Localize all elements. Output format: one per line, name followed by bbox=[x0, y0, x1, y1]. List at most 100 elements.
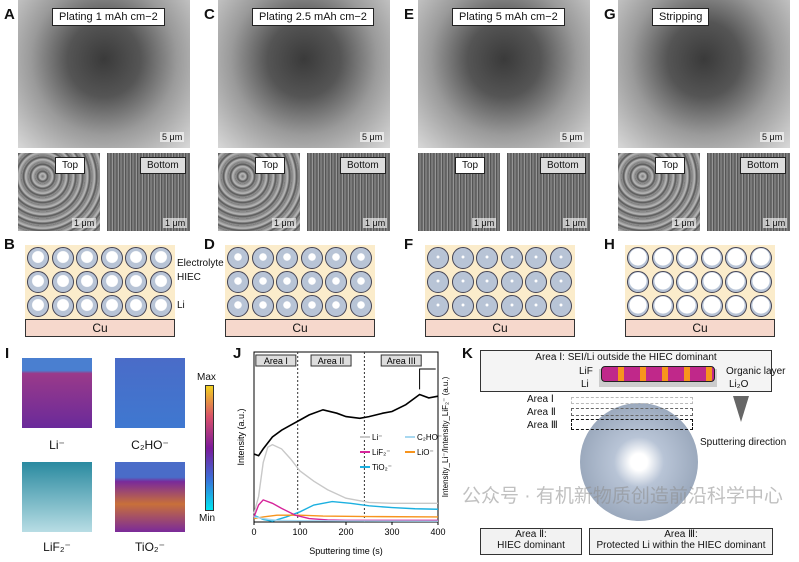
hiec-sphere bbox=[51, 271, 74, 293]
hiec-sphere bbox=[76, 295, 98, 317]
hiec-sphere bbox=[725, 271, 747, 293]
hiec-sphere bbox=[349, 247, 372, 269]
hiec-sphere bbox=[251, 247, 274, 269]
hiec-sphere bbox=[100, 247, 123, 269]
hiec-sphere bbox=[100, 271, 123, 293]
legend-label: C₂HO⁻ bbox=[417, 433, 442, 442]
right-axis-arrow-icon bbox=[419, 368, 436, 390]
legend-label: Li⁻ bbox=[372, 433, 382, 442]
schematic: Cu bbox=[425, 245, 575, 337]
series-line-Li⁻ bbox=[253, 443, 438, 514]
hiec-sphere bbox=[627, 295, 649, 317]
hiec-sphere bbox=[749, 271, 772, 293]
colorbar-min: Min bbox=[199, 513, 216, 524]
hiec-sphere bbox=[349, 295, 372, 317]
hiec-sphere bbox=[651, 271, 674, 293]
panel-label: D bbox=[204, 236, 215, 253]
area3-rect bbox=[571, 419, 693, 430]
hiec-sphere bbox=[476, 295, 498, 317]
area1-title: Area Ⅰ: SEI/Li outside the HIEC dominant bbox=[535, 352, 717, 363]
hiec-sphere bbox=[749, 295, 772, 317]
hiec-sphere bbox=[227, 247, 249, 269]
scale-bar: 1 μm bbox=[763, 218, 788, 228]
hiec-sphere bbox=[300, 295, 323, 317]
li2o-label: Li₂O bbox=[729, 379, 749, 390]
condition-label: Plating 5 mAh cm−2 bbox=[452, 8, 565, 26]
panel-label: F bbox=[404, 236, 414, 253]
hiec-sphere bbox=[476, 247, 498, 269]
bottom-label: Bottom bbox=[140, 157, 186, 174]
scale-bar: 1 μm bbox=[472, 218, 497, 228]
hiec-sphere bbox=[451, 295, 474, 317]
sputter-arrow-icon bbox=[733, 396, 749, 422]
hiec-sphere bbox=[651, 247, 674, 269]
chart-j: Area I Area II Area III 0 100 200 300 400 Sputte… bbox=[236, 351, 450, 556]
hiec-sphere bbox=[476, 271, 498, 293]
area3-label: Area Ⅲ bbox=[527, 420, 558, 431]
cube-c2ho bbox=[115, 358, 185, 428]
area-tag bbox=[380, 354, 422, 367]
hiec-sphere bbox=[427, 247, 449, 269]
panel-label: E bbox=[404, 6, 415, 23]
hiec-sphere bbox=[676, 247, 698, 269]
area-label: Area I bbox=[264, 356, 288, 366]
x-tick-label: 300 bbox=[384, 527, 399, 537]
series-line-LiO⁻ bbox=[253, 514, 439, 520]
hiec-sphere bbox=[700, 271, 723, 293]
condition-label: Stripping bbox=[652, 8, 710, 26]
cube-label: TiO₂⁻ bbox=[135, 540, 165, 554]
hiec-sphere bbox=[700, 247, 723, 269]
hiec-sphere bbox=[525, 271, 547, 293]
hiec-sphere bbox=[651, 295, 674, 317]
hiec-sphere bbox=[300, 271, 323, 293]
series-line-ratio bbox=[253, 393, 439, 457]
scale-bar: 1 μm bbox=[72, 218, 97, 228]
area1-label: Area Ⅰ bbox=[527, 394, 554, 405]
schematic: Cu bbox=[225, 245, 375, 337]
panel-label-k: K bbox=[462, 345, 473, 362]
panel-label: B bbox=[4, 236, 15, 253]
cube-label: C₂HO⁻ bbox=[131, 438, 169, 452]
legend-label: TiO₂⁻ bbox=[372, 463, 392, 472]
organic-label: Organic layer bbox=[726, 366, 786, 377]
hiec-sphere bbox=[549, 247, 572, 269]
hiec-sphere bbox=[149, 247, 172, 269]
cu-substrate: Cu bbox=[225, 319, 375, 337]
hiec-sphere bbox=[500, 295, 523, 317]
li-label: Li bbox=[177, 300, 185, 311]
bottom-label: Bottom bbox=[740, 157, 786, 174]
hiec-sphere bbox=[627, 271, 649, 293]
x-tick-label: 100 bbox=[292, 527, 307, 537]
area-label: Area II bbox=[318, 356, 345, 366]
area-label: Area III bbox=[387, 356, 416, 366]
top-label: Top bbox=[655, 157, 686, 174]
area2-rect bbox=[571, 408, 693, 416]
condition-label: Plating 1 mAh cm−2 bbox=[52, 8, 165, 26]
scale-bar: 5 μm bbox=[760, 132, 785, 142]
hiec-sphere bbox=[500, 271, 523, 293]
top-label: Top bbox=[55, 157, 86, 174]
hiec-sphere bbox=[227, 295, 249, 317]
hiec-sphere bbox=[276, 295, 298, 317]
hiec-sphere bbox=[251, 271, 274, 293]
scale-bar: 1 μm bbox=[163, 218, 188, 228]
area-tag bbox=[255, 354, 297, 367]
colorbar-max: Max bbox=[197, 372, 216, 383]
box-text: Protected Li within the HIEC dominant bbox=[596, 540, 766, 551]
box-text: HIEC dominant bbox=[497, 540, 565, 551]
x-axis-label: Sputtering time (s) bbox=[309, 546, 383, 556]
hiec-sphere bbox=[100, 295, 123, 317]
colorbar bbox=[205, 385, 214, 511]
hiec-sphere bbox=[725, 295, 747, 317]
cube-lif2 bbox=[22, 462, 92, 532]
series-line-LiF₂⁻ bbox=[253, 499, 438, 522]
hiec-sphere bbox=[627, 247, 649, 269]
hiec-sphere bbox=[700, 295, 723, 317]
hiec-sphere bbox=[76, 247, 98, 269]
cu-substrate: Cu bbox=[625, 319, 775, 337]
hiec-sphere bbox=[749, 247, 772, 269]
hiec-sphere bbox=[525, 295, 547, 317]
cube-label: LiF₂⁻ bbox=[43, 540, 71, 554]
y-axis-label: Intensity (a.u.) bbox=[236, 408, 246, 465]
cu-substrate: Cu bbox=[425, 319, 575, 337]
